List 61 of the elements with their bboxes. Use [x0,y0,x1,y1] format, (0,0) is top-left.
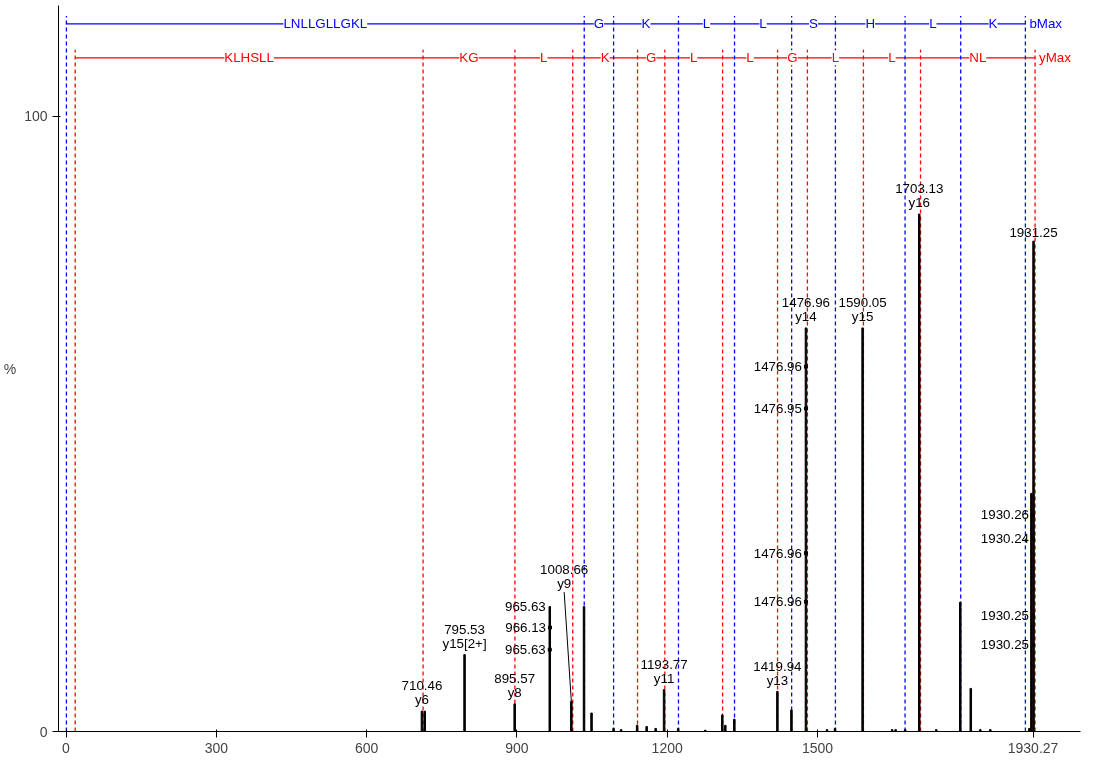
ref-line-label: L [888,50,896,66]
annotation: 1930.24 [980,531,1030,547]
ref-line-label: K [641,16,651,32]
annotation: 966.13 [505,620,547,636]
x-tick-label: 1500 [801,739,834,756]
annotation: 1703.13 [895,181,944,197]
ref-line-label: LNLLGLLGKL [283,16,368,32]
ref-line-label: G [646,50,657,66]
ref-line-label: L [929,16,937,32]
annotation: 1193.77 [640,656,688,672]
annotation: y13 [766,672,789,688]
ref-line-label: L [540,50,548,66]
annotation: y11 [653,670,675,686]
x-tick-label: 900 [505,739,529,756]
annotation: 1476.96 [753,594,802,610]
ref-line-label: H [865,16,876,32]
ref-line-label: KLHSLL [224,50,274,66]
annotation: y9 [557,576,572,592]
annotation: 1930.25 [980,607,1030,623]
annotation: 965.63 [505,599,546,615]
ref-line-label: G [787,50,798,66]
ref-line-label: L [759,16,767,32]
annotation: 1590.05 [838,294,887,310]
x-tick-label: 1200 [651,739,683,756]
annotation: 1930.26 [980,507,1030,523]
ref-line-label: L [690,50,698,66]
x-tick-label: 0 [62,739,71,756]
ref-line-label: L [702,16,711,32]
ref-line-label: G [593,16,605,32]
annotation: 710.46 [401,678,443,694]
ref-line-label: KG [459,50,479,66]
x-tick-label: 1930.27 [1007,739,1059,756]
annotation: y15 [851,308,874,324]
ref-line-label: L [746,50,754,66]
ref-line-label: NL [969,50,987,66]
ref-line-label: S [809,16,819,32]
annotation: 1476.96 [781,294,831,310]
annotation: 895.57 [494,670,536,686]
annotation: 1476.96 [753,545,802,561]
ref-line-label: K [600,50,610,66]
x-tick-label: 600 [354,739,379,756]
ref-line-label: K [988,16,998,32]
y-tick-label: 100 [24,108,48,125]
annotation: 1419.94 [753,658,803,674]
annotation: 1476.95 [753,400,802,416]
annotation: bMax [1029,16,1063,32]
annotation: y8 [507,684,522,700]
annotation: yMax [1039,50,1072,66]
x-tick-label: 300 [204,739,229,756]
annotation: 1931.25 [1009,225,1058,241]
annotation: y16 [908,195,930,211]
annotation: 795.53 [444,621,485,637]
annotation: y6 [414,692,429,708]
annotation: 1930.25 [980,637,1030,653]
annotation: y14 [795,308,818,324]
y-axis-title: % [3,360,17,377]
annotation: y15[2+] [442,635,487,651]
annotation: 1476.96 [753,359,802,375]
annotation: 1008.66 [540,562,589,578]
annotation: 965.63 [505,642,546,658]
ref-line-label: L [831,50,840,66]
